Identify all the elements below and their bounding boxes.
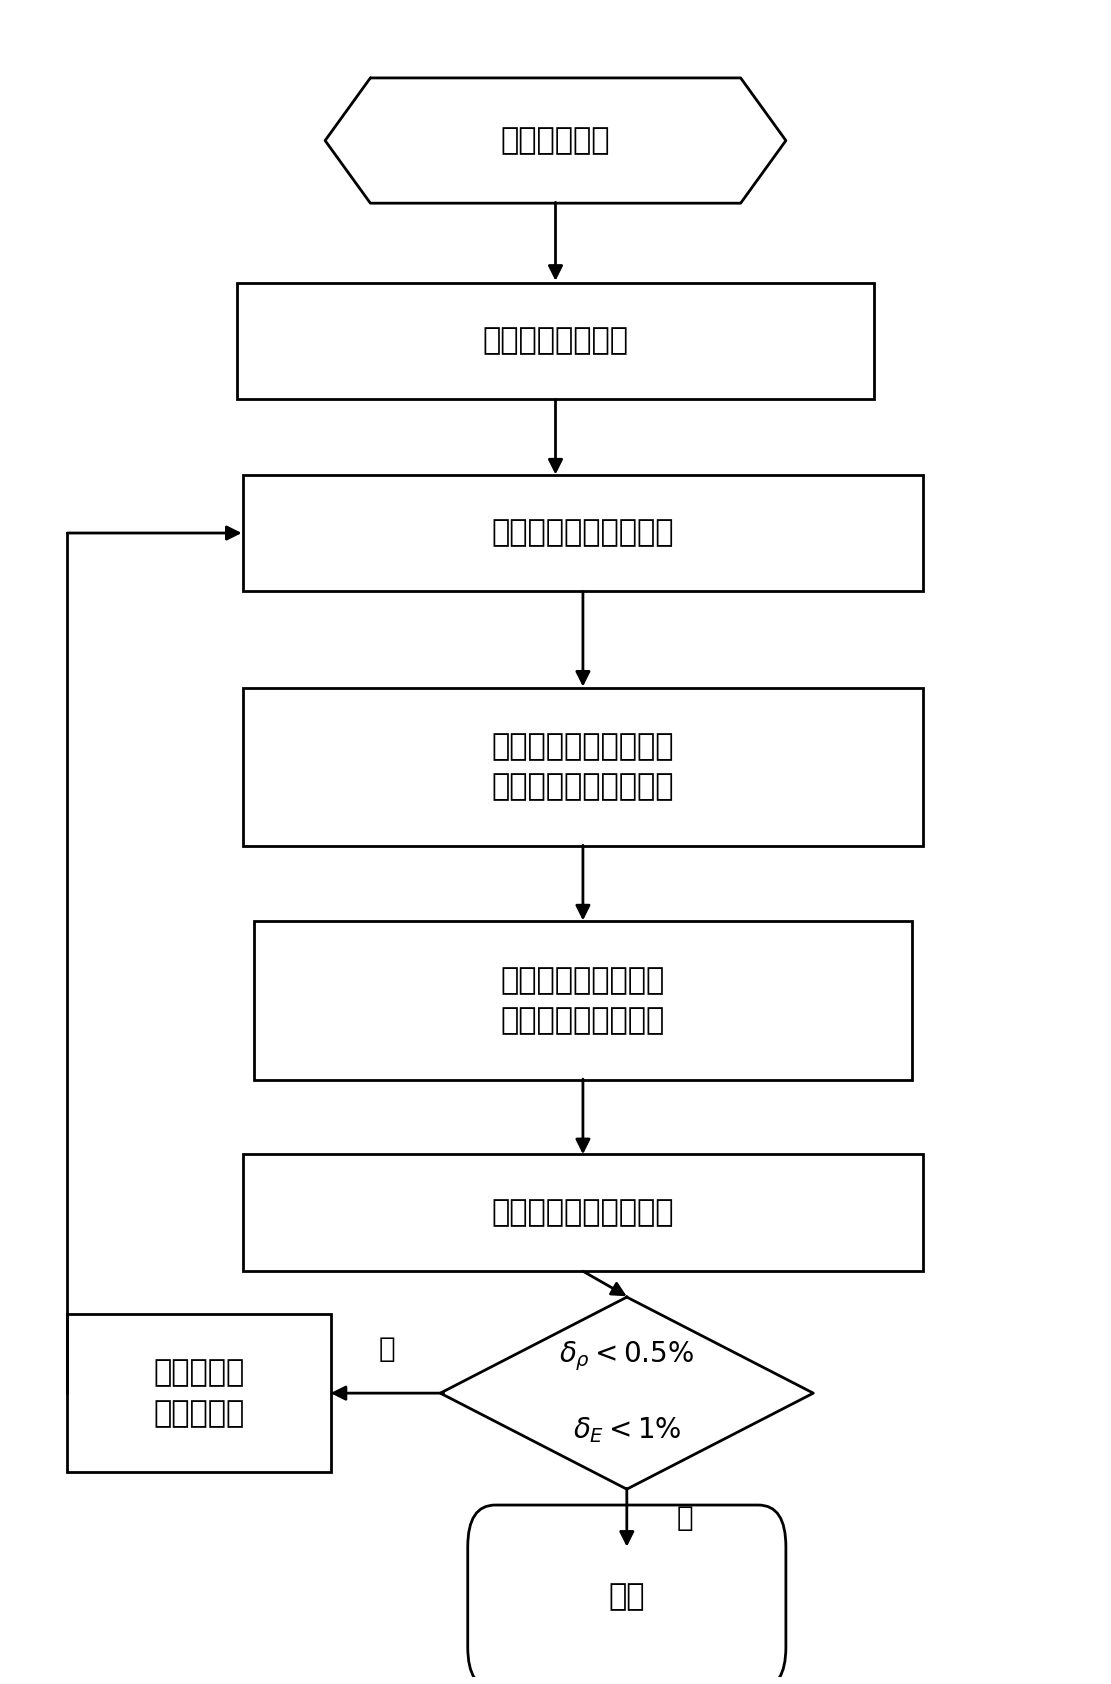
Bar <box>238 283 873 399</box>
Text: 结束: 结束 <box>609 1583 645 1612</box>
Text: 上流无网格法计算不考
虑雾霾的空间电荷密度: 上流无网格法计算不考 虑雾霾的空间电荷密度 <box>492 733 674 802</box>
Text: 否: 否 <box>379 1335 396 1362</box>
Text: $\delta_{E}<1\%$: $\delta_{E}<1\%$ <box>572 1415 681 1445</box>
Text: $\delta_{\rho}<0.5\%$: $\delta_{\rho}<0.5\%$ <box>559 1339 694 1372</box>
Bar <box>243 475 923 591</box>
Text: 更新导线表
面电荷密度: 更新导线表 面电荷密度 <box>153 1359 244 1428</box>
Bar <box>68 1314 331 1472</box>
Text: 是: 是 <box>677 1504 693 1531</box>
Text: 求解区域剖分: 求解区域剖分 <box>501 126 610 155</box>
Text: 无网格法计算场强分布: 无网格法计算场强分布 <box>492 1199 674 1228</box>
Bar <box>243 687 923 845</box>
FancyBboxPatch shape <box>468 1505 785 1684</box>
Text: 计算标称场强分布: 计算标称场强分布 <box>482 327 629 355</box>
Text: 设置导线表面电荷密度: 设置导线表面电荷密度 <box>492 519 674 547</box>
Bar <box>243 1154 923 1271</box>
Text: 计算悬浮微粒荷电量
及总的空间电荷密度: 计算悬浮微粒荷电量 及总的空间电荷密度 <box>501 967 665 1036</box>
Bar <box>253 921 912 1079</box>
